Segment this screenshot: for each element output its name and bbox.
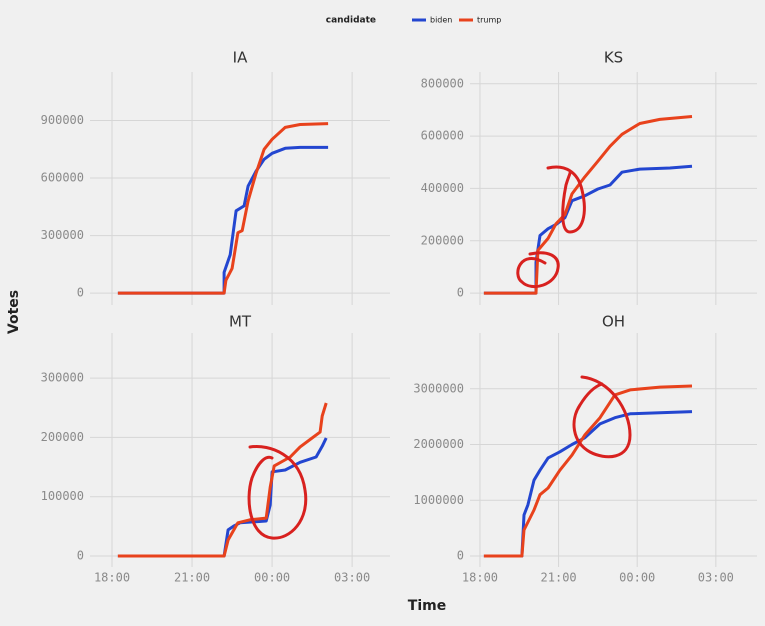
y-tick-label: 0 [457, 286, 464, 300]
series-line [483, 384, 693, 558]
legend-label: trump [477, 16, 501, 25]
y-tick-label: 0 [77, 549, 84, 563]
legend-label: biden [430, 16, 452, 25]
x-axis-label: Time [408, 598, 446, 614]
hand-circle [516, 251, 560, 288]
panel-title: IA [233, 49, 248, 67]
x-tick-label: 18:00 [94, 571, 130, 585]
y-tick-label: 100000 [41, 489, 84, 503]
series-line [117, 122, 329, 295]
panel-title: OH [602, 313, 625, 331]
x-tick-label: 18:00 [462, 571, 498, 585]
y-tick-label: 3000000 [413, 381, 464, 395]
series-line [117, 437, 328, 558]
x-tick-label: 21:00 [541, 571, 577, 585]
legend-title: candidate [326, 16, 376, 26]
x-tick-label: 21:00 [174, 571, 210, 585]
hand-circle [572, 375, 632, 459]
y-tick-label: 1000000 [413, 493, 464, 507]
plots: IA 0 300000 600000 900000 KS 0 200000 400000 6000… [41, 49, 757, 585]
x-tick-label: 03:00 [334, 571, 370, 585]
series-line [117, 402, 328, 558]
y-tick-label: 0 [77, 286, 84, 300]
panel-title: KS [604, 49, 623, 67]
hand-circle [247, 445, 308, 540]
y-tick-label: 0 [457, 549, 464, 563]
x-tick-label: 00:00 [254, 571, 290, 585]
y-tick-label: 800000 [421, 76, 464, 90]
y-tick-label: 300000 [41, 228, 84, 242]
annotations [247, 165, 632, 540]
y-tick-label: 200000 [41, 430, 84, 444]
y-tick-label: 2000000 [413, 437, 464, 451]
x-tick-label: 03:00 [698, 571, 734, 585]
x-tick-label: 00:00 [619, 571, 655, 585]
y-tick-label: 400000 [421, 181, 464, 195]
y-axis-label: Votes [6, 290, 22, 334]
y-tick-label: 600000 [421, 129, 464, 143]
y-tick-label: 200000 [421, 233, 464, 247]
hand-circle [546, 165, 586, 234]
y-tick-label: 600000 [41, 171, 84, 185]
y-tick-label: 300000 [41, 371, 84, 385]
series-line [117, 145, 329, 295]
panel-title: MT [229, 313, 252, 331]
series-line [483, 115, 693, 295]
y-tick-label: 900000 [41, 113, 84, 127]
